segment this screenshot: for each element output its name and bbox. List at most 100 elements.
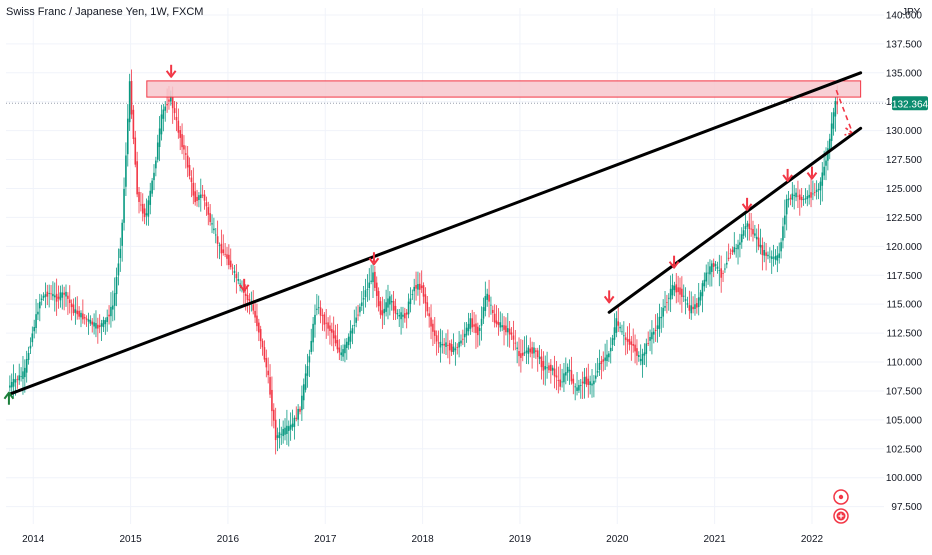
candle — [437, 330, 440, 353]
candle — [398, 308, 401, 327]
candle — [389, 291, 391, 316]
candle — [87, 312, 90, 335]
candle — [523, 336, 526, 357]
candle — [619, 322, 621, 333]
x-axis[interactable]: 2014 2015 2016 2017 2018 2019 2020 2021 2022 — [22, 534, 823, 545]
candle — [589, 375, 591, 395]
x-tick-label: 2020 — [606, 534, 629, 545]
candle — [407, 293, 410, 319]
x-tick-label: 2018 — [411, 534, 434, 545]
candle — [540, 349, 543, 380]
candle — [93, 313, 95, 335]
y-axis[interactable]: JPY 97.500 100.000 102.500 105.000 107.500 11… — [886, 7, 923, 513]
candle — [229, 248, 232, 270]
candle — [821, 162, 824, 202]
candle — [372, 261, 374, 298]
candle — [162, 104, 165, 132]
candle — [834, 96, 837, 132]
candle — [465, 321, 468, 343]
candle — [138, 187, 140, 214]
candle — [345, 338, 348, 360]
candle — [98, 314, 101, 334]
candle — [671, 273, 674, 300]
plus-circle-icon[interactable] — [833, 508, 849, 524]
candle — [632, 328, 635, 353]
candle — [293, 415, 296, 440]
down-arrow-marker — [741, 197, 753, 211]
candle — [323, 312, 326, 332]
candle — [594, 363, 597, 383]
candle — [641, 348, 644, 378]
candle — [733, 232, 736, 255]
candle — [342, 344, 344, 362]
candle — [50, 284, 52, 301]
candle — [76, 296, 79, 320]
candle — [237, 271, 240, 285]
candle — [321, 308, 324, 331]
candle — [119, 237, 122, 272]
candle — [813, 183, 816, 197]
candle — [126, 104, 129, 167]
candle — [527, 345, 530, 365]
candle — [196, 189, 198, 207]
candle — [765, 243, 767, 271]
candle — [31, 326, 34, 347]
candle — [155, 156, 157, 177]
candle — [475, 314, 477, 349]
candle — [218, 242, 221, 260]
candle — [338, 339, 341, 361]
candle — [68, 285, 71, 314]
candle — [89, 315, 92, 326]
target-icon[interactable] — [833, 489, 849, 505]
candle — [611, 334, 614, 352]
candle — [57, 285, 60, 309]
candle — [649, 329, 651, 352]
candle — [97, 317, 99, 344]
candle — [183, 135, 185, 160]
candle — [628, 323, 631, 351]
candle — [359, 303, 361, 317]
candle — [226, 246, 228, 266]
candle — [332, 316, 335, 352]
candle — [188, 157, 191, 180]
candle — [731, 246, 734, 256]
candle — [304, 364, 307, 393]
candle — [199, 178, 202, 212]
candle — [415, 271, 417, 301]
candle — [299, 406, 301, 415]
candle — [615, 311, 618, 338]
candle — [608, 351, 610, 362]
candle — [538, 345, 541, 365]
candle — [638, 351, 640, 362]
candle — [409, 287, 412, 313]
candle — [703, 272, 706, 292]
candle — [660, 307, 663, 333]
candle — [609, 337, 612, 364]
candle — [231, 263, 234, 275]
trendline[interactable] — [607, 126, 863, 314]
candle — [477, 322, 479, 348]
candle — [80, 310, 82, 328]
candle — [544, 355, 547, 386]
candle — [802, 195, 805, 206]
candle — [286, 409, 288, 445]
candle — [452, 333, 455, 355]
resistance-zone[interactable] — [146, 80, 862, 98]
candle — [375, 276, 378, 308]
candle — [433, 316, 436, 344]
candle — [501, 313, 503, 332]
candle — [67, 292, 69, 315]
chart-tool-icons — [833, 489, 849, 524]
candle — [658, 303, 661, 337]
candle — [795, 188, 797, 202]
candle — [682, 284, 685, 303]
candle — [688, 290, 691, 319]
candle — [153, 164, 155, 191]
candle — [278, 418, 281, 449]
trendline[interactable] — [7, 71, 863, 396]
projection-line[interactable] — [835, 89, 854, 134]
candle — [420, 270, 423, 293]
down-arrow-marker — [368, 252, 380, 266]
candle — [287, 420, 290, 447]
